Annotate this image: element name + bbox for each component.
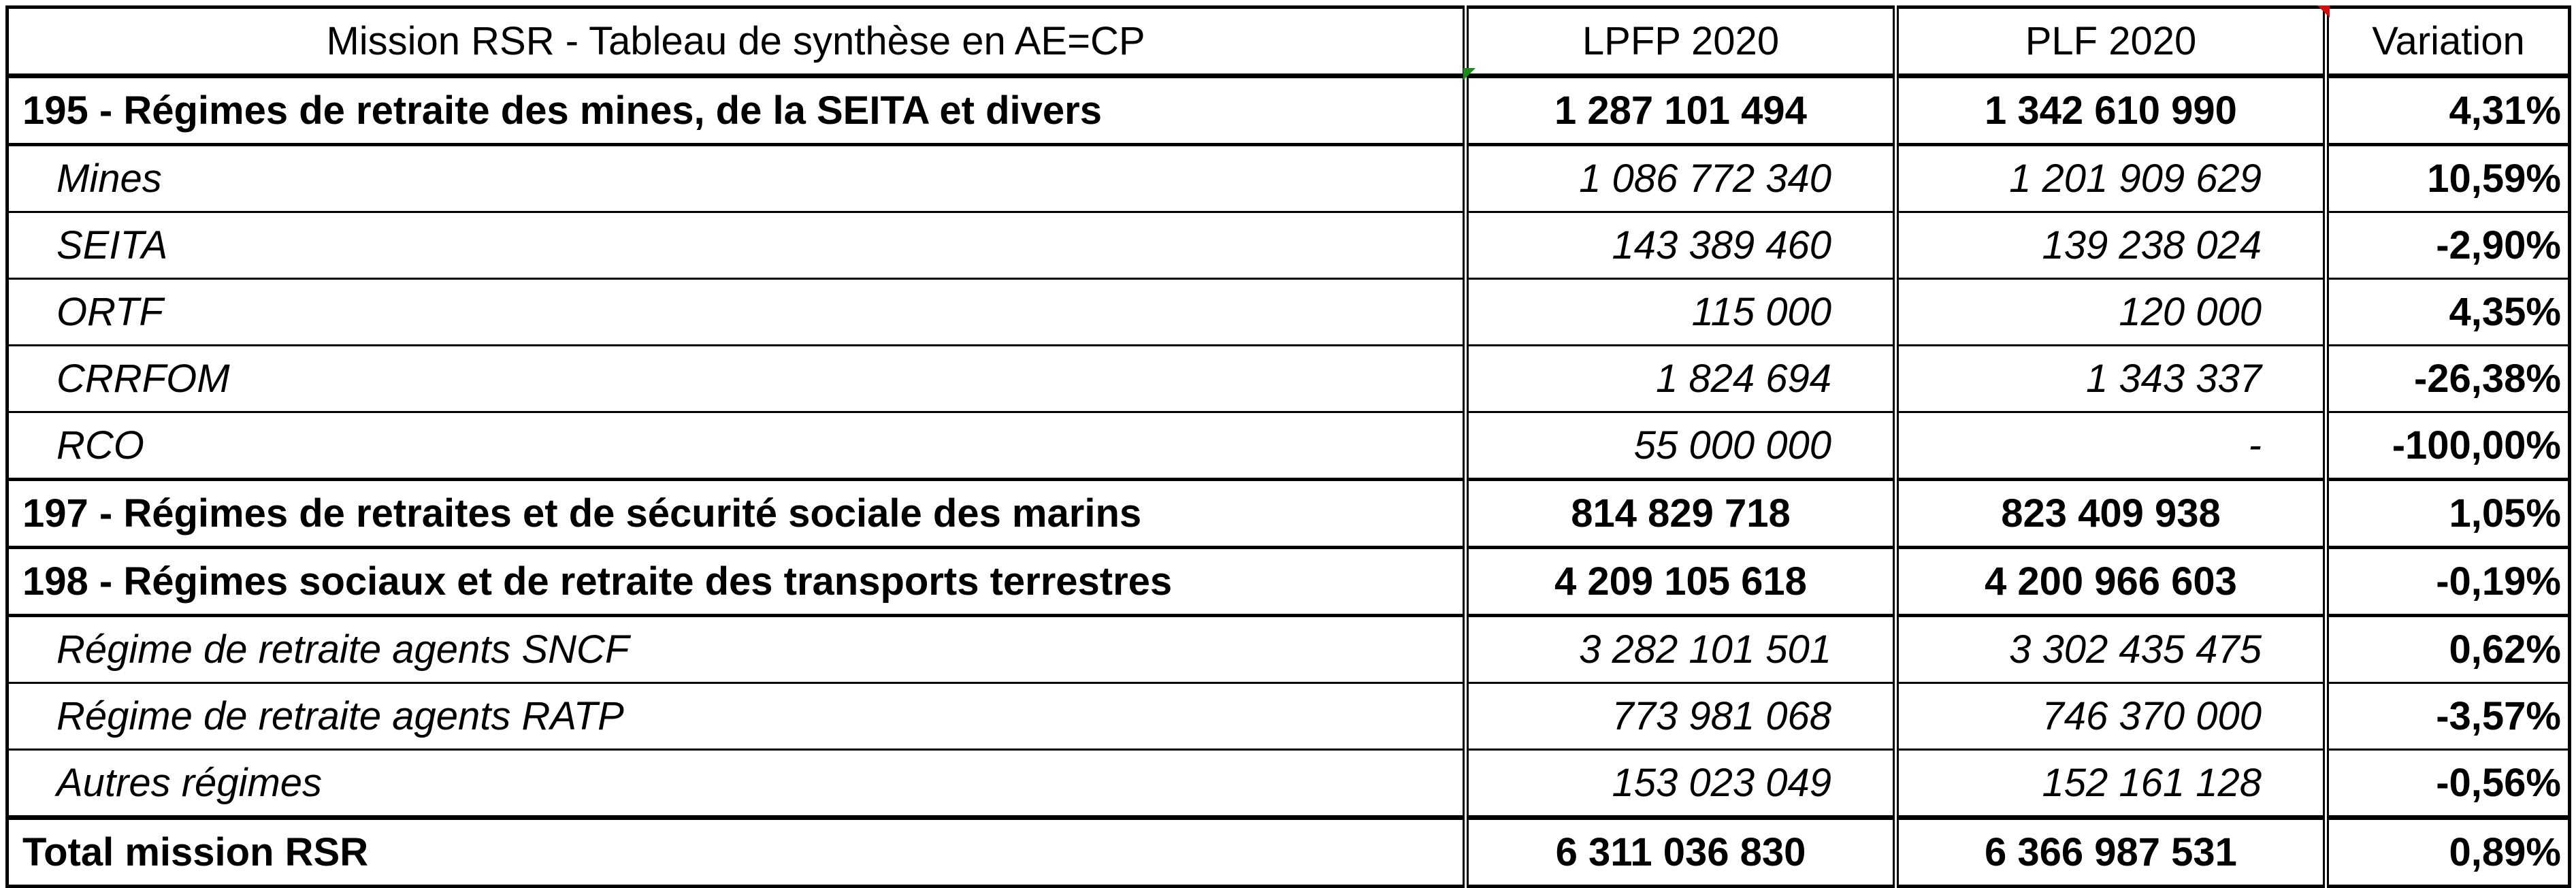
- cell-variation: 1,05%: [2323, 478, 2571, 549]
- row-label: SEITA: [5, 212, 1467, 280]
- cell-lpfp: 115 000: [1463, 278, 1897, 346]
- cell-lpfp: 6 311 036 830: [1463, 815, 1897, 888]
- cell-plf: 152 161 128: [1893, 749, 2327, 819]
- cell-lpfp: 3 282 101 501: [1463, 615, 1897, 684]
- row-label: Autres régimes: [5, 749, 1467, 819]
- row-label: Total mission RSR: [5, 815, 1467, 888]
- row-label: Régime de retraite agents RATP: [5, 683, 1467, 751]
- cell-plf: 1 342 610 990: [1893, 74, 2327, 146]
- table-row: Régime de retraite agents SNCF 3 282 101…: [5, 615, 2571, 684]
- row-label: Régime de retraite agents SNCF: [5, 615, 1467, 684]
- cell-plf: 4 200 966 603: [1893, 546, 2327, 617]
- cell-variation: 10,59%: [2323, 144, 2571, 213]
- column-header-variation: Variation: [2323, 5, 2571, 78]
- cell-plf: 6 366 987 531: [1893, 815, 2327, 888]
- row-label: Mines: [5, 144, 1467, 213]
- row-label: RCO: [5, 412, 1467, 480]
- cell-variation: -0,19%: [2323, 546, 2571, 617]
- table-row: RCO 55 000 000 - -100,00%: [5, 412, 2571, 480]
- cell-lpfp: 1 824 694: [1463, 345, 1897, 413]
- cell-plf: 3 302 435 475: [1893, 615, 2327, 684]
- row-label: 197 - Régimes de retraites et de sécurit…: [5, 478, 1467, 549]
- cell-variation: -26,38%: [2323, 345, 2571, 413]
- cell-lpfp: 1 287 101 494: [1463, 74, 1897, 146]
- header-row: Mission RSR - Tableau de synthèse en AE=…: [5, 5, 2571, 78]
- row-label: 198 - Régimes sociaux et de retraite des…: [5, 546, 1467, 617]
- cell-variation: -0,56%: [2323, 749, 2571, 819]
- row-label: CRRFOM: [5, 345, 1467, 413]
- cell-variation: 4,31%: [2323, 74, 2571, 146]
- table-row: 198 - Régimes sociaux et de retraite des…: [5, 546, 2571, 617]
- synthesis-table: Mission RSR - Tableau de synthèse en AE=…: [5, 5, 2571, 888]
- cell-variation: -100,00%: [2323, 412, 2571, 480]
- cell-lpfp: 143 389 460: [1463, 212, 1897, 280]
- cell-lpfp: 4 209 105 618: [1463, 546, 1897, 617]
- cell-plf: -: [1893, 412, 2327, 480]
- cell-variation: 4,35%: [2323, 278, 2571, 346]
- column-header-lpfp: LPFP 2020: [1463, 5, 1897, 78]
- cell-lpfp: 1 086 772 340: [1463, 144, 1897, 213]
- cell-lpfp: 773 981 068: [1463, 683, 1897, 751]
- cell-variation: 0,89%: [2323, 815, 2571, 888]
- table-row: Mines 1 086 772 340 1 201 909 629 10,59%: [5, 144, 2571, 213]
- cell-plf: 139 238 024: [1893, 212, 2327, 280]
- cell-lpfp: 153 023 049: [1463, 749, 1897, 819]
- cell-lpfp: 55 000 000: [1463, 412, 1897, 480]
- table-row: Autres régimes 153 023 049 152 161 128 -…: [5, 749, 2571, 819]
- cell-plf: 823 409 938: [1893, 478, 2327, 549]
- table-row: Régime de retraite agents RATP 773 981 0…: [5, 683, 2571, 751]
- cell-variation: -2,90%: [2323, 212, 2571, 280]
- cell-plf: 120 000: [1893, 278, 2327, 346]
- row-label: 195 - Régimes de retraite des mines, de …: [5, 74, 1467, 146]
- cell-plf: 1 201 909 629: [1893, 144, 2327, 213]
- table-row: ORTF 115 000 120 000 4,35%: [5, 278, 2571, 346]
- table-row: SEITA 143 389 460 139 238 024 -2,90%: [5, 212, 2571, 280]
- comment-marker-green: [1463, 68, 1476, 80]
- table-row: 197 - Régimes de retraites et de sécurit…: [5, 478, 2571, 549]
- cell-variation: -3,57%: [2323, 683, 2571, 751]
- column-header-plf: PLF 2020: [1893, 5, 2327, 78]
- cell-plf: 746 370 000: [1893, 683, 2327, 751]
- comment-marker-red: [2317, 5, 2330, 18]
- total-row: Total mission RSR 6 311 036 830 6 366 98…: [5, 815, 2571, 888]
- row-label: ORTF: [5, 278, 1467, 346]
- table-row: CRRFOM 1 824 694 1 343 337 -26,38%: [5, 345, 2571, 413]
- cell-lpfp: 814 829 718: [1463, 478, 1897, 549]
- table-title: Mission RSR - Tableau de synthèse en AE=…: [5, 5, 1467, 78]
- cell-variation: 0,62%: [2323, 615, 2571, 684]
- table-row: 195 - Régimes de retraite des mines, de …: [5, 74, 2571, 146]
- cell-plf: 1 343 337: [1893, 345, 2327, 413]
